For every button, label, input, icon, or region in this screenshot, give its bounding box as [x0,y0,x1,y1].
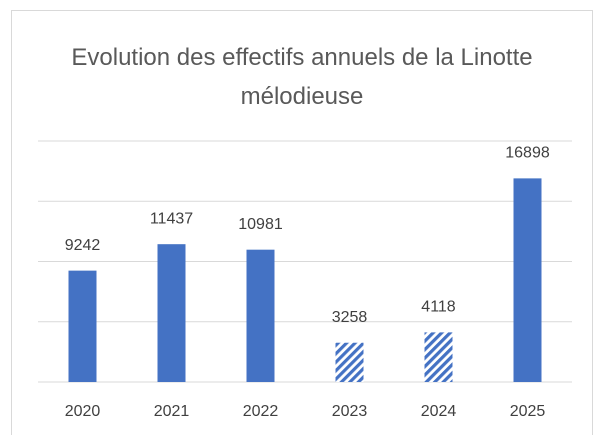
x-tick-label: 2020 [65,403,101,420]
data-label: 3258 [332,309,368,326]
bar [513,178,542,382]
bar [157,244,186,382]
x-tick-label: 2021 [154,403,190,420]
chart-title: Evolution des effectifs annuels de la Li… [71,44,533,110]
x-tick-label: 2024 [421,403,457,420]
x-tick-label: 2023 [332,403,368,420]
chart-frame [11,10,593,435]
bar [335,342,364,382]
data-label: 10981 [238,216,283,233]
bar [424,332,453,382]
bar [68,270,97,382]
x-tick-label: 2025 [510,403,546,420]
data-label: 4118 [421,299,456,316]
data-label: 11437 [150,210,193,227]
bar [246,249,275,382]
x-tick-label: 2022 [243,403,279,420]
data-label: 9242 [65,237,101,254]
data-label: 16898 [505,145,550,162]
